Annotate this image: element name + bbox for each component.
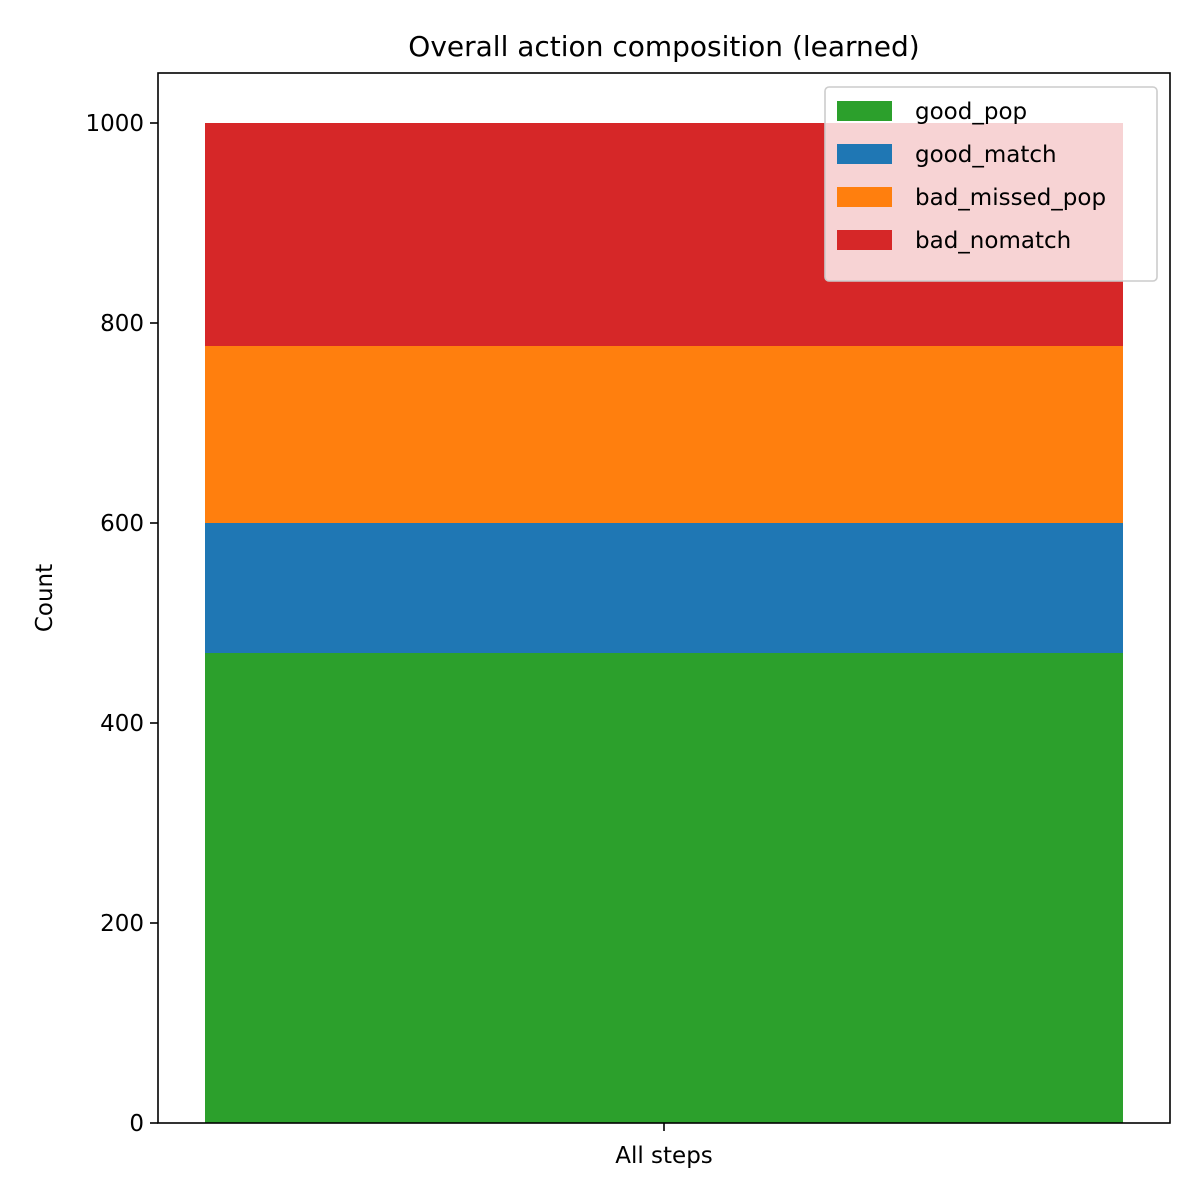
- legend-swatch-bad-nomatch: [837, 230, 892, 250]
- legend-label-good-pop: good_pop: [915, 99, 1027, 125]
- bar-good-pop: [205, 653, 1123, 1123]
- x-axis: All steps: [615, 1123, 713, 1169]
- y-tick-label: 800: [100, 311, 144, 337]
- chart-title: Overall action composition (learned): [408, 30, 919, 63]
- legend-label-good-match: good_match: [915, 142, 1057, 168]
- legend-box: [824, 86, 1158, 282]
- legend-label-bad-missed-pop: bad_missed_pop: [915, 185, 1106, 211]
- bar-good-match: [205, 523, 1123, 653]
- bar-bad-missed-pop: [205, 346, 1123, 523]
- legend-label-bad-nomatch: bad_nomatch: [915, 228, 1071, 254]
- legend-swatch-good-match: [837, 144, 892, 164]
- legend-swatch-good-pop: [837, 101, 892, 121]
- y-tick-label: 0: [129, 1111, 144, 1137]
- x-tick-label: All steps: [615, 1143, 713, 1169]
- y-tick-label: 400: [100, 711, 144, 737]
- y-axis: 0 200 400 600 800 1000: [85, 111, 158, 1137]
- legend: good_pop good_match bad_missed_pop bad_noma…: [824, 86, 1158, 282]
- y-tick-label: 1000: [85, 111, 144, 137]
- y-tick-label: 600: [100, 511, 144, 537]
- legend-swatch-bad-missed-pop: [837, 187, 892, 207]
- y-tick-label: 200: [100, 911, 144, 937]
- y-axis-label: Count: [32, 564, 58, 632]
